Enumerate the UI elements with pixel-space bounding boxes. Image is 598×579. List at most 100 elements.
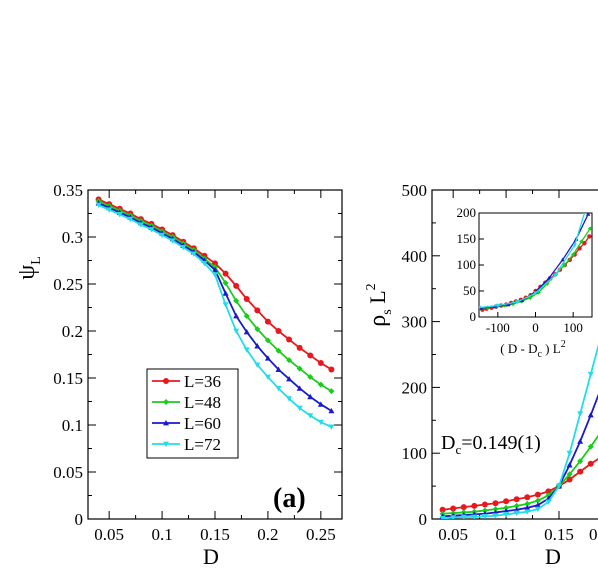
data-point xyxy=(450,505,457,512)
inset-data-point xyxy=(546,275,552,280)
data-point xyxy=(264,355,271,361)
data-point xyxy=(577,411,584,417)
y-tick-label: 0.25 xyxy=(53,275,83,294)
y-tick-label: 200 xyxy=(402,378,428,397)
data-point xyxy=(95,202,102,209)
data-point xyxy=(328,366,335,373)
data-point xyxy=(566,450,573,457)
data-point xyxy=(503,498,510,505)
data-point xyxy=(286,396,293,402)
inset-data-point xyxy=(533,291,538,296)
inset-y-tick-label: 50 xyxy=(463,283,476,298)
legend-marker xyxy=(163,441,169,447)
legend-label: L=60 xyxy=(184,414,221,433)
data-point xyxy=(524,500,531,507)
data-point xyxy=(233,282,240,289)
data-point xyxy=(439,515,446,519)
legend-label: L=36 xyxy=(184,372,221,391)
data-point xyxy=(296,344,303,351)
data-point xyxy=(307,374,314,381)
y-tick-label: 0.1 xyxy=(62,416,83,435)
data-point xyxy=(471,514,478,519)
data-point xyxy=(254,343,261,349)
inset-y-tick-label: 200 xyxy=(457,205,477,220)
data-point xyxy=(471,502,478,509)
data-point xyxy=(264,318,271,325)
data-point xyxy=(243,328,250,335)
data-point xyxy=(286,375,293,382)
data-point xyxy=(460,514,467,519)
data-point xyxy=(587,443,594,450)
data-point xyxy=(317,359,324,366)
y-axis-title-main: ψ xyxy=(14,265,40,280)
data-point xyxy=(169,238,176,244)
legend-marker xyxy=(163,420,169,426)
plot-frame xyxy=(87,189,343,520)
panel-a-psi-vs-d: 0.05 0.1 0.15 0.2 0.25 0 0.05 0.1 0.15 0.2 0.25 0.3… xyxy=(14,181,343,569)
annotation-sub: c xyxy=(455,442,461,457)
x-tick-label-clipped: 0 xyxy=(589,525,598,544)
data-point xyxy=(556,483,562,490)
panel-label: (a) xyxy=(273,483,306,514)
data-point xyxy=(566,462,573,468)
data-point xyxy=(317,381,324,388)
data-point xyxy=(577,468,584,475)
inset-xlabel-part: ) L xyxy=(542,341,561,356)
y-tick-label: 0.2 xyxy=(62,322,83,341)
data-point xyxy=(201,260,208,267)
y-tick-label: 100 xyxy=(402,444,428,463)
y-tick-label: 0 xyxy=(75,510,84,529)
inset-data-point xyxy=(586,213,591,216)
data-point xyxy=(481,513,488,519)
inset-xlabel-part: ( D - D xyxy=(500,341,537,356)
data-point xyxy=(264,374,271,381)
data-point xyxy=(233,328,240,334)
data-point xyxy=(296,365,303,372)
inset-frame xyxy=(478,212,593,318)
annotation-rest: =0.149(1) xyxy=(461,432,541,454)
legend-marker xyxy=(163,399,169,405)
data-point xyxy=(481,507,488,514)
inset-data-point xyxy=(515,300,520,305)
data-point xyxy=(577,438,584,444)
legend: L=36 L=48 L=60 L=72 xyxy=(146,368,239,459)
inset-y-tick-label: 150 xyxy=(457,231,477,246)
data-point xyxy=(286,357,293,364)
data-point xyxy=(275,347,282,354)
inset-data-point xyxy=(572,243,577,248)
data-point xyxy=(190,251,197,257)
y-tick-label: 0.35 xyxy=(53,181,83,200)
data-point xyxy=(328,388,335,395)
inset-data-point xyxy=(552,273,558,278)
inset-data-point xyxy=(587,234,592,239)
data-point xyxy=(243,312,250,319)
inset-data-point xyxy=(544,281,550,286)
panel-b-inset-scaling-collapse: -100 0 100 0 50 100 150 200 ( D - Dc ) L2 xyxy=(457,205,593,360)
x-tick-label: 0.15 xyxy=(544,525,574,544)
data-point xyxy=(296,385,303,391)
inset-data-point xyxy=(583,213,586,216)
data-point xyxy=(275,328,282,334)
inset-data-point xyxy=(506,302,511,307)
inset-data-point xyxy=(579,239,584,244)
y-axis-title-rest: L xyxy=(365,290,390,309)
data-point xyxy=(503,504,510,511)
inset-data-point xyxy=(560,257,565,262)
y-axis-title: ρs L2 xyxy=(364,283,395,326)
data-point xyxy=(296,405,303,412)
data-point xyxy=(328,424,335,430)
y-axis-title-sub: L xyxy=(29,256,44,265)
inset-xlabel-sub: c xyxy=(537,349,542,360)
data-point xyxy=(534,491,541,498)
inset-x-tick-label: -100 xyxy=(486,320,510,335)
data-point xyxy=(222,290,229,296)
data-point xyxy=(254,326,261,333)
inset-data-point xyxy=(582,240,587,246)
critical-value-annotation: Dc=0.149(1) xyxy=(441,432,541,457)
legend-label: L=48 xyxy=(184,393,221,412)
x-tick-label: 0.25 xyxy=(306,525,336,544)
data-point xyxy=(317,401,324,407)
data-point xyxy=(492,506,499,513)
data-point xyxy=(106,207,113,213)
data-point xyxy=(222,280,229,287)
